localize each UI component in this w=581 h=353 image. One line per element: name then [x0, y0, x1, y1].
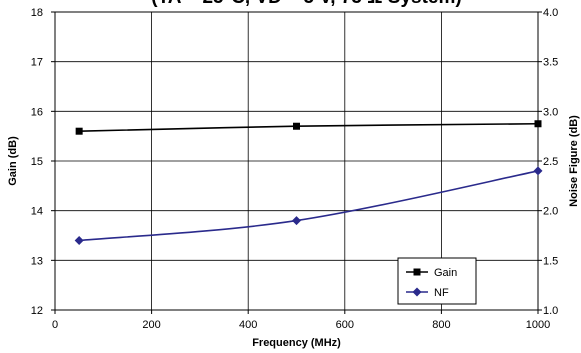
right-tick-labels: 1.0 1.5 2.0 2.5 3.0 3.5 4.0 [538, 7, 558, 317]
x-tick-label: 600 [336, 319, 354, 331]
chart-title: (TA = 25°C, VD = 5 V, 75 Ω System) [151, 0, 461, 8]
left-tick-label: 12 [31, 305, 43, 317]
legend-item-gain: Gain [406, 267, 457, 279]
x-tick-label: 1000 [526, 319, 550, 331]
left-tick-label: 17 [31, 57, 43, 69]
x-tick-label: 200 [142, 319, 160, 331]
gain-marker [534, 120, 542, 128]
legend-nf-marker [412, 287, 422, 297]
left-tick-label: 15 [31, 156, 43, 168]
x-tick-label: 0 [52, 319, 58, 331]
left-tick-label: 18 [31, 7, 43, 19]
gain-line [79, 122, 539, 132]
right-tick-label: 1.0 [543, 305, 558, 317]
legend-label: Gain [434, 267, 457, 279]
legend-item-nf: NF [406, 287, 449, 299]
gain-marker [293, 122, 300, 130]
right-tick-label: 2.0 [543, 206, 558, 218]
x-axis-title: Frequency (MHz) [252, 337, 341, 349]
nf-marker [533, 166, 543, 176]
legend-label: NF [434, 287, 449, 299]
x-tick-label: 400 [239, 319, 257, 331]
right-tick-label: 3.0 [543, 106, 558, 118]
right-tick-label: 1.5 [543, 255, 558, 267]
gain-series [75, 120, 542, 135]
left-axis-title: Gain (dB) [7, 136, 19, 186]
nf-marker [292, 216, 301, 226]
nf-line [79, 170, 539, 242]
series-layer [74, 120, 543, 245]
right-tick-label: 4.0 [543, 7, 558, 19]
left-tick-label: 13 [31, 255, 43, 267]
nf-marker [74, 235, 84, 245]
left-tick-label: 14 [31, 206, 43, 218]
right-tick-label: 2.5 [543, 156, 558, 168]
right-tick-label: 3.5 [543, 57, 558, 69]
legend-box [397, 257, 477, 305]
x-tick-label: 800 [432, 319, 450, 331]
x-tick-labels: 0 200 400 600 800 1000 [52, 310, 550, 331]
gain-marker [75, 127, 83, 135]
left-tick-labels: 12 13 14 15 16 17 18 [31, 7, 55, 317]
right-axis-title: Noise Figure (dB) [568, 115, 580, 207]
left-tick-label: 16 [31, 106, 43, 118]
nf-series [74, 166, 543, 245]
legend: Gain NF [397, 257, 477, 305]
legend-gain-marker [413, 268, 421, 276]
